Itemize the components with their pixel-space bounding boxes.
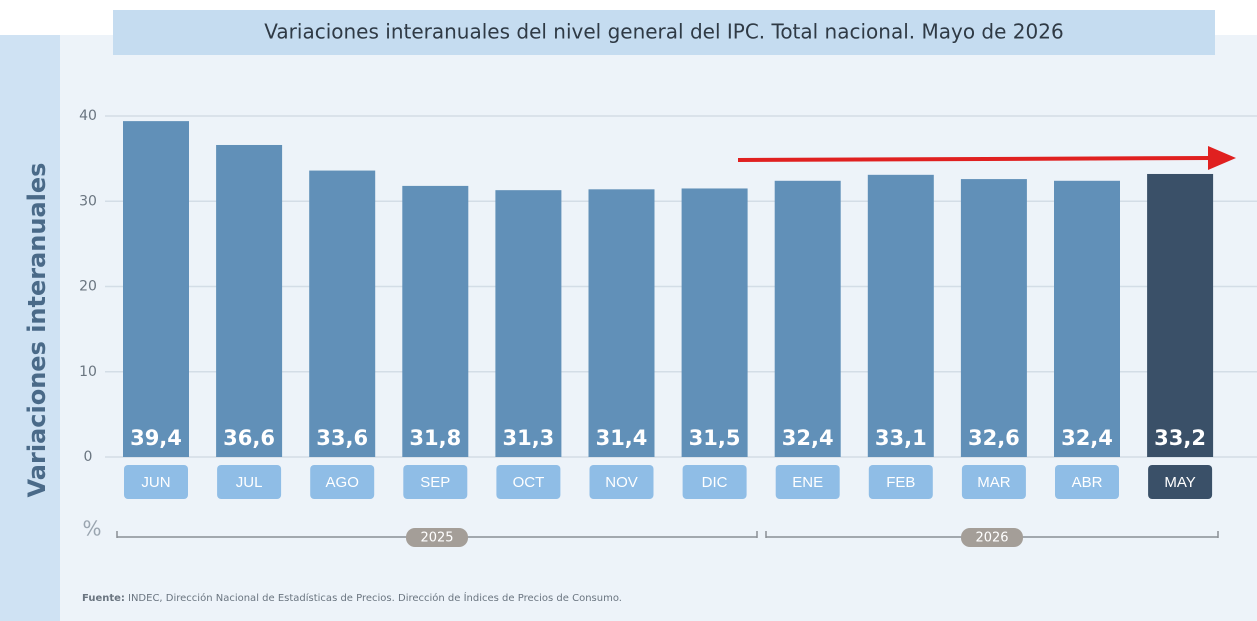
value-label: 32,4 bbox=[782, 426, 834, 450]
source-label: Fuente: bbox=[82, 593, 125, 604]
category-pill bbox=[682, 465, 747, 499]
chart-title: Variaciones interanuales del nivel gener… bbox=[264, 20, 1063, 44]
y-tick-label: 0 bbox=[84, 449, 93, 465]
category-pill bbox=[403, 465, 468, 499]
x-tick-label: MAR bbox=[977, 474, 1011, 491]
bar bbox=[774, 180, 841, 458]
value-label: 33,6 bbox=[316, 426, 368, 450]
category-pill bbox=[961, 465, 1026, 499]
trend-arrow bbox=[737, 146, 1236, 170]
x-tick-label: DIC bbox=[702, 474, 728, 491]
x-tick-label: ABR bbox=[1072, 474, 1103, 491]
x-tick-label: SEP bbox=[420, 474, 450, 491]
y-tick-label: 40 bbox=[79, 108, 97, 124]
category-pill bbox=[124, 465, 188, 499]
category-pill bbox=[775, 465, 840, 499]
y-tick-label: 30 bbox=[79, 193, 97, 209]
bar bbox=[588, 189, 655, 457]
value-label: 33,2 bbox=[1154, 426, 1206, 450]
x-tick-label: ENE bbox=[792, 474, 823, 491]
bar bbox=[309, 170, 376, 457]
bar bbox=[402, 185, 469, 457]
unit-label: % bbox=[82, 517, 101, 541]
x-tick-label: AGO bbox=[326, 474, 359, 491]
y-axis-label: Variaciones interanuales bbox=[23, 163, 51, 498]
bar bbox=[1147, 173, 1214, 457]
arrow-line bbox=[737, 156, 1213, 162]
value-label: 39,4 bbox=[130, 426, 182, 450]
value-label: 33,1 bbox=[875, 426, 927, 450]
value-label: 31,8 bbox=[409, 426, 461, 450]
bar bbox=[1054, 180, 1120, 458]
category-pill bbox=[868, 465, 933, 499]
value-label: 31,5 bbox=[689, 426, 741, 450]
side-strip bbox=[0, 35, 60, 621]
y-tick-label: 20 bbox=[79, 279, 97, 295]
value-label: 31,3 bbox=[502, 426, 554, 450]
bar bbox=[123, 121, 189, 458]
year-pill bbox=[406, 528, 468, 547]
x-tick-label: NOV bbox=[605, 474, 638, 491]
category-pill bbox=[1055, 465, 1119, 499]
x-tick-label: FEB bbox=[886, 474, 915, 491]
bar bbox=[960, 179, 1027, 457]
category-pill bbox=[310, 465, 375, 499]
year-pill bbox=[961, 528, 1023, 547]
value-label: 32,6 bbox=[968, 426, 1020, 450]
value-label: 36,6 bbox=[223, 426, 275, 450]
x-tick-label: MAY bbox=[1164, 474, 1195, 491]
bar bbox=[681, 188, 748, 457]
category-pill bbox=[217, 465, 282, 499]
bar bbox=[216, 144, 283, 458]
value-label: 31,4 bbox=[596, 426, 648, 450]
year-label: 2025 bbox=[420, 531, 453, 546]
x-tick-label: JUN bbox=[141, 474, 170, 491]
x-tick-label: JUL bbox=[236, 474, 263, 491]
x-tick-label: OCT bbox=[513, 474, 545, 491]
category-pill bbox=[589, 465, 654, 499]
arrow-head bbox=[1208, 146, 1236, 170]
y-tick-label: 10 bbox=[79, 364, 97, 380]
category-pill bbox=[1148, 465, 1213, 499]
bar bbox=[867, 174, 934, 457]
title-box bbox=[113, 10, 1215, 55]
category-pill bbox=[496, 465, 561, 499]
bar bbox=[495, 190, 562, 458]
value-label: 32,4 bbox=[1061, 426, 1113, 450]
source: INDEC, Dirección Nacional de Estadística… bbox=[128, 591, 622, 604]
year-label: 2026 bbox=[975, 531, 1008, 546]
